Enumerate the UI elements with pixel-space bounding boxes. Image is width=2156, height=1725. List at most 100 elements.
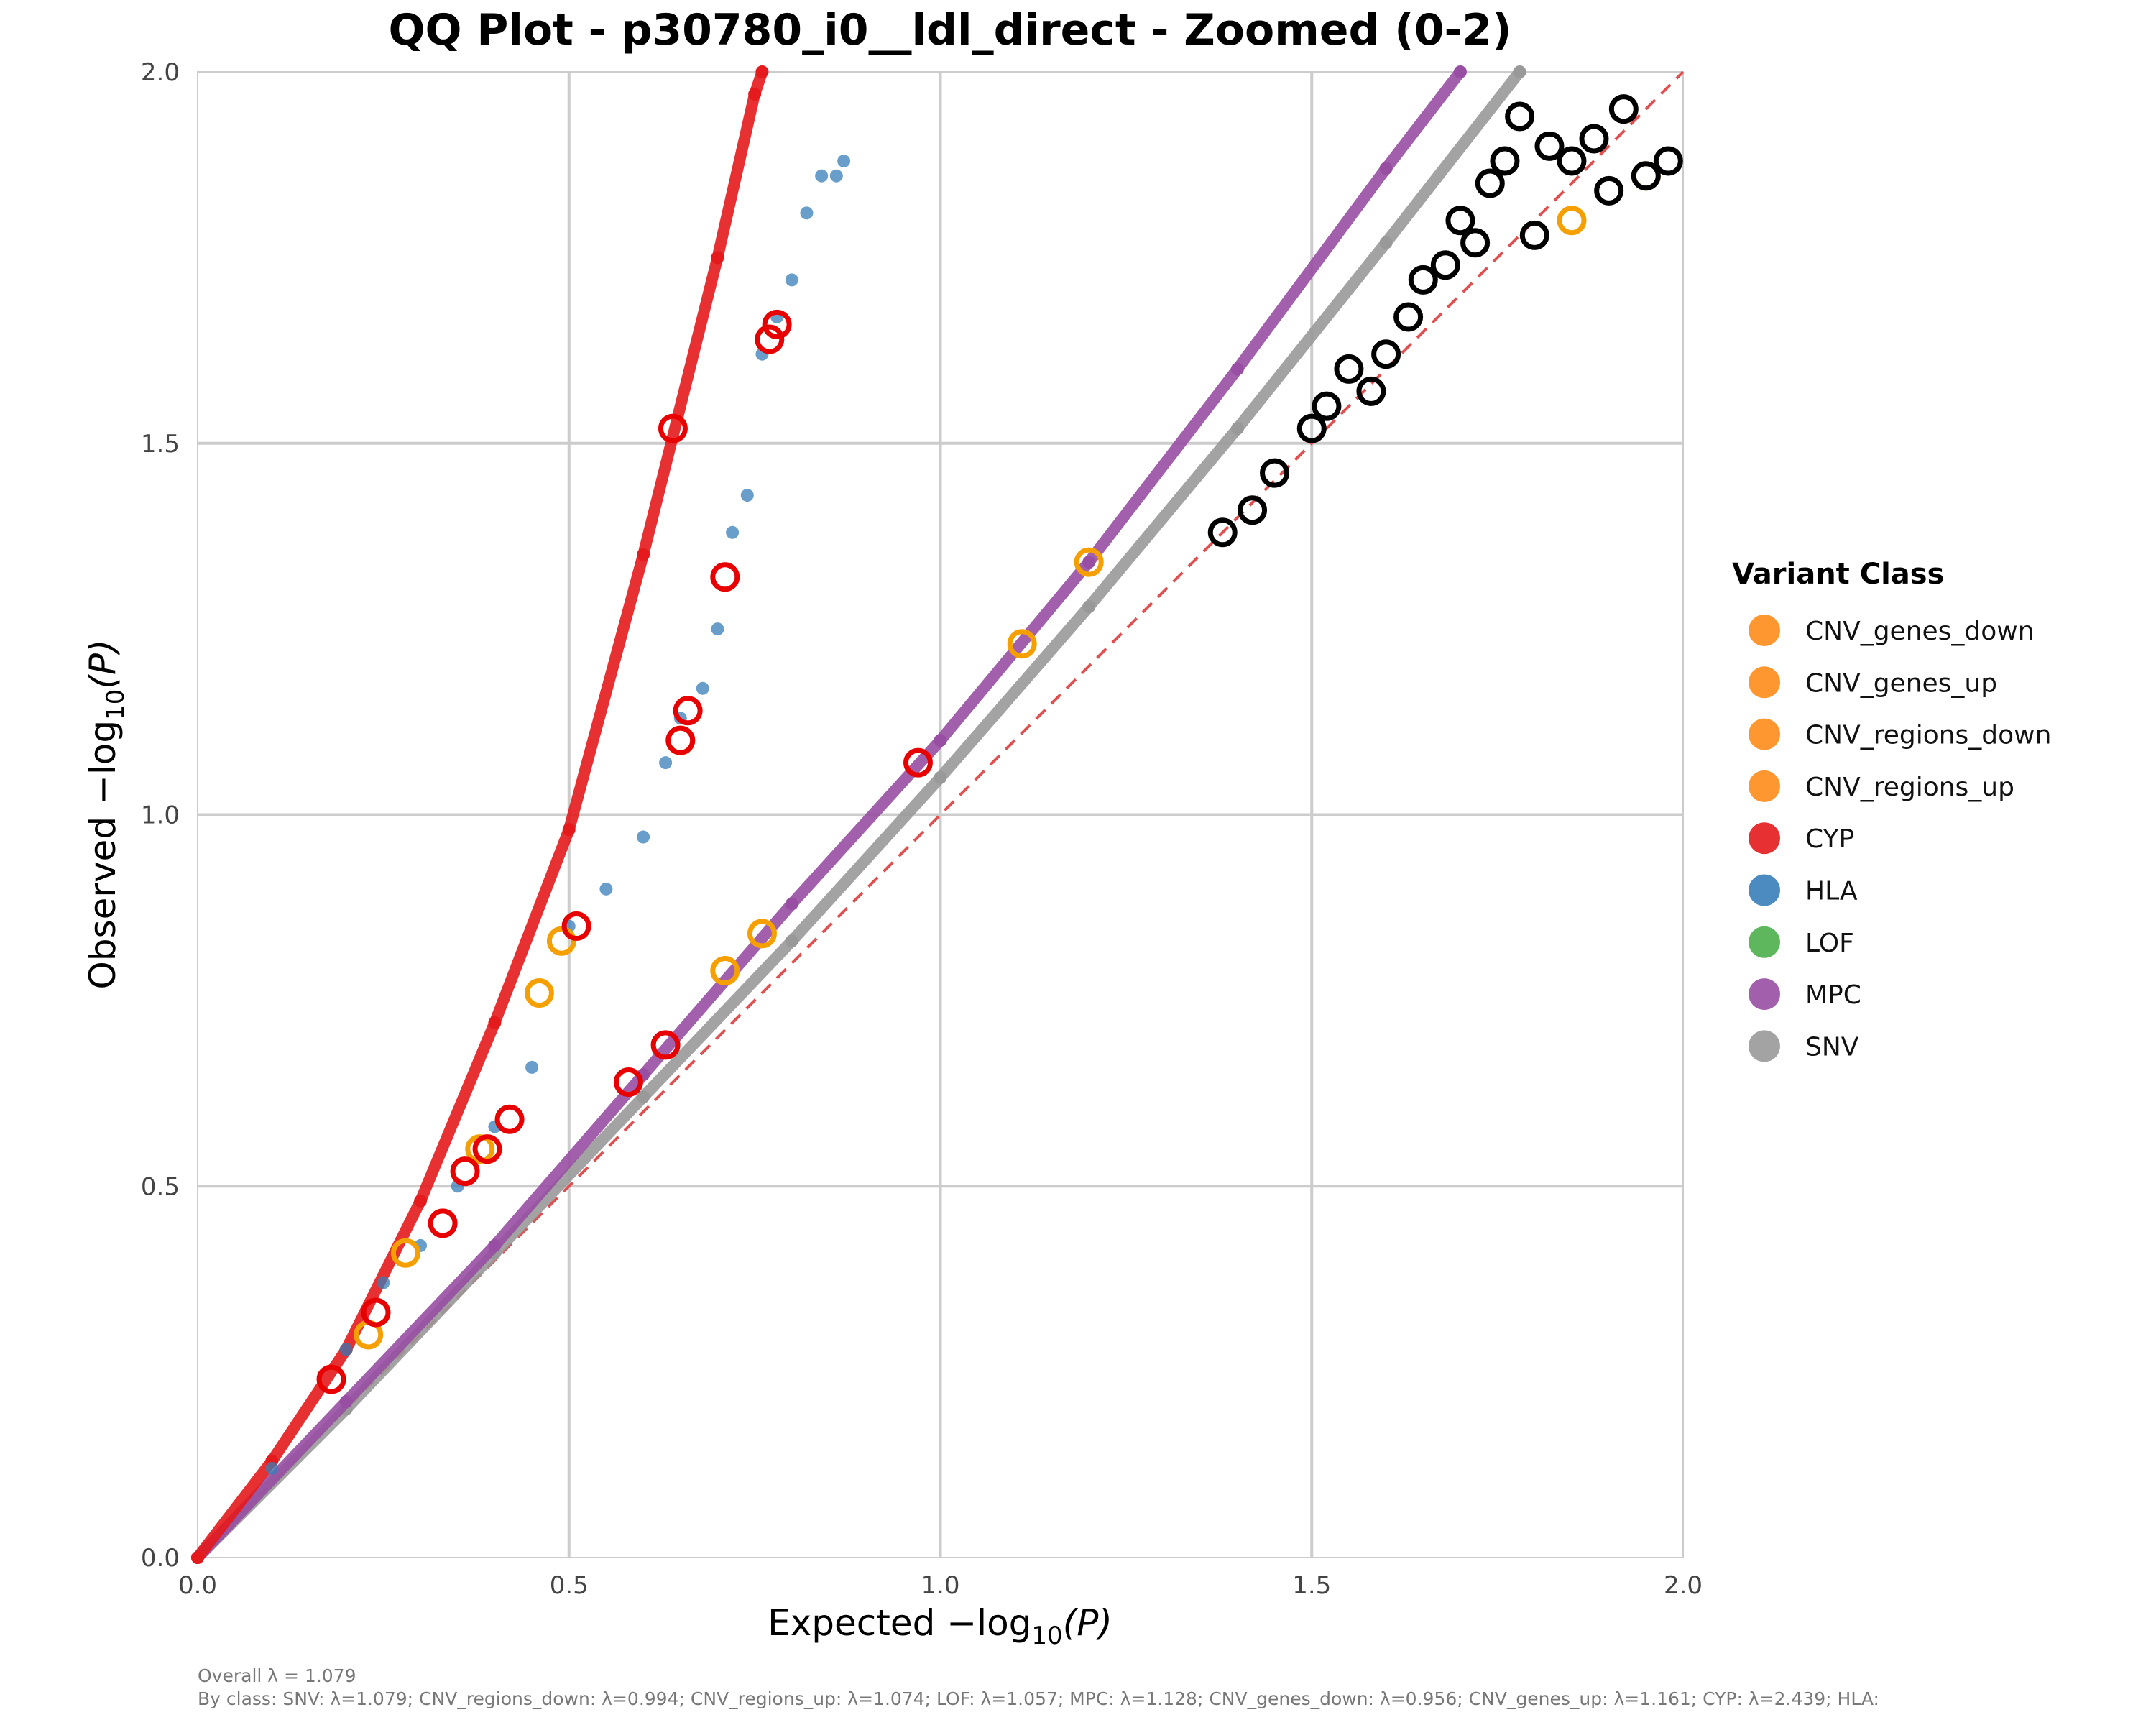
footnote-line: Overall λ = 1.079 [198,1665,356,1686]
data-point [934,734,947,748]
data-point [785,934,798,948]
series-layer [191,65,1683,1564]
y-tick-label: 1.0 [141,801,180,830]
legend: Variant Class CNV_genes_down CNV_genes_up… [1732,558,2051,1062]
data-point-ring [710,562,740,592]
y-tick-label: 0.0 [141,1544,180,1573]
data-point [815,169,829,183]
y-tick-label: 2.0 [141,58,180,87]
data-point-ring [1653,146,1683,176]
data-point [525,1060,539,1074]
data-point-ring [1579,124,1609,154]
data-point [377,1276,390,1289]
data-point-ring [1296,413,1327,443]
data-point-ring [1074,547,1104,577]
legend-label: CNV_regions_up [1805,773,2014,802]
data-point [785,897,798,911]
data-point [637,548,650,561]
data-point-ring [710,956,740,986]
data-point [1513,65,1526,78]
data-point-ring [1445,206,1475,236]
legend-title: Variant Class [1732,558,1944,591]
plot-area-border [197,71,1684,1558]
data-point [829,169,843,183]
data-point-ring [546,926,576,956]
legend-label: LOF [1805,929,1854,958]
data-point-ring [1519,220,1549,250]
data-point-ring [361,1297,391,1328]
data-point [599,882,613,896]
data-point-ring [762,309,792,339]
data-point-ring [1557,206,1587,236]
x-axis-label: Expected −log10(P) [768,1602,1112,1650]
data-point-ring [1408,264,1438,295]
legend-marker [1749,666,1780,699]
data-point-ring [1430,250,1460,280]
data-point-ring [1334,354,1364,384]
legend-label: CYP [1805,824,1854,854]
legend-label: CNV_genes_down [1805,617,2035,646]
data-point [696,681,709,695]
data-point [1379,236,1393,249]
data-point [1230,362,1244,376]
data-point [637,830,650,844]
data-point-ring [428,1208,458,1238]
data-point [659,756,673,770]
data-point-ring [747,919,777,949]
data-point-ring [390,1238,420,1268]
legend-label: HLA [1805,877,1858,906]
data-point [755,65,769,78]
data-point-ring [561,911,591,942]
data-point [1379,162,1393,175]
legend-marker [1749,770,1780,802]
series-cnv-orange-rings- [354,161,1661,1350]
series-top-hits-black-rings- [1207,94,1683,548]
data-point-ring [658,413,688,443]
series-cyp [191,65,769,1564]
data-point-ring [1490,146,1520,176]
legend-marker [1749,926,1780,958]
series-line [192,66,1466,1563]
data-point-ring [316,1364,346,1394]
data-point-ring [1260,458,1290,488]
x-tick-label: 0.0 [178,1571,217,1600]
data-point [711,622,724,636]
data-point [785,273,798,287]
y-axis-label: Observed −log10(P) [82,640,130,990]
data-point-ring [1393,302,1424,332]
x-tick-label: 1.0 [921,1571,959,1600]
x-tick-label: 1.5 [1292,1571,1331,1600]
data-point-ring [1207,518,1238,548]
y-tick-label: 1.5 [141,430,180,459]
data-point-ring [1371,339,1401,369]
data-point-ring [1608,94,1639,124]
data-point-ring [673,696,703,726]
x-tick-label: 0.5 [550,1571,589,1600]
data-point [414,1194,428,1208]
data-point-ring [755,324,785,354]
data-point [740,489,754,502]
legend-label: CNV_regions_down [1805,721,2051,750]
data-point-ring [1007,629,1037,659]
data-point-ring [450,1156,480,1187]
data-point-ring [1238,495,1268,525]
data-point [1230,422,1244,436]
data-point [726,525,740,539]
data-point-ring [1557,146,1587,176]
legend-marker [1749,874,1780,906]
y-tick-label: 0.5 [141,1172,180,1201]
data-point [748,88,762,101]
data-point-ring [1505,101,1535,132]
data-point-ring [613,1067,643,1098]
data-point-ring [1631,161,1661,191]
legend-marker [1749,718,1780,750]
data-point-ring [472,1134,502,1164]
data-point [488,1238,502,1252]
series-line [192,66,768,1563]
data-point-ring [1594,175,1624,206]
grid [198,72,1683,1558]
data-point-ring [494,1104,525,1134]
data-point [800,206,814,220]
